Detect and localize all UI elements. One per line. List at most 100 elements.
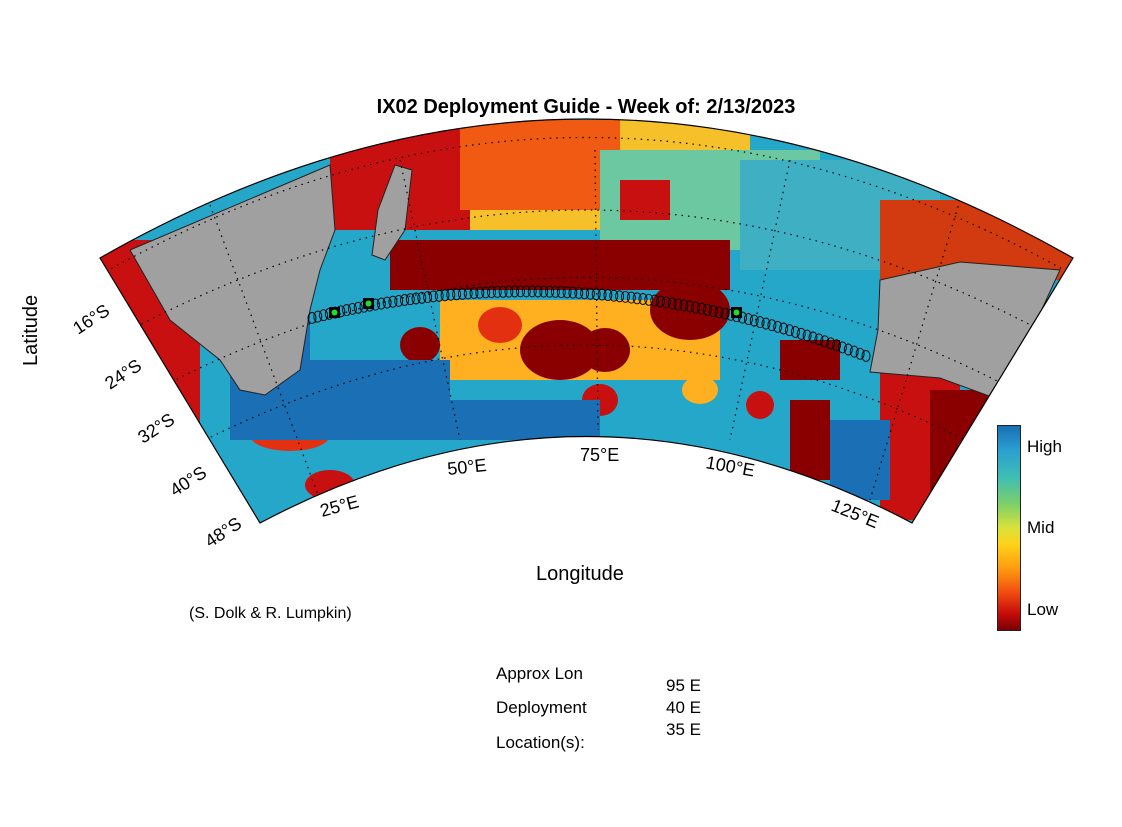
transect-circle (702, 303, 712, 316)
transect-circle (603, 289, 613, 302)
transect-circle (400, 294, 409, 306)
transect-circle (319, 309, 328, 322)
transect-circle (585, 287, 595, 300)
lat-tick-40s: 40°S (166, 462, 210, 500)
transect-circle (428, 290, 438, 303)
transect-circle (644, 293, 654, 306)
transect-circle (446, 288, 456, 301)
transect-circle (720, 307, 730, 320)
transect-circle (574, 286, 584, 299)
transect-circle (388, 295, 398, 308)
transect-circle (510, 285, 520, 298)
lon-tick-75e: 75°E (580, 445, 619, 465)
transect-circle (615, 290, 625, 303)
transect-circle (650, 294, 660, 307)
transect-circle (743, 313, 753, 326)
transect-circle (434, 289, 444, 302)
transect-circle (708, 305, 718, 317)
colorbar-high-label: High (1027, 437, 1062, 456)
transect-circle (487, 286, 496, 299)
deployment-value-1: 95 E (666, 676, 701, 695)
transect-circles (307, 285, 871, 362)
transect-circle (463, 287, 473, 300)
transect-circle (808, 331, 818, 344)
transect-circle (790, 326, 800, 338)
x-axis-label: Longitude (536, 563, 624, 585)
transect-circle (347, 302, 357, 315)
transect-circle (632, 292, 642, 305)
transect-circle (814, 333, 824, 346)
transect-circle (568, 286, 578, 299)
transect-circle (826, 337, 836, 350)
transect-circle (481, 286, 491, 299)
transect-circle (714, 306, 724, 319)
transect-circle (411, 292, 421, 305)
transect-circle (773, 320, 783, 333)
lat-tick-24s: 24°S (101, 355, 145, 393)
transect-circle (394, 294, 404, 307)
transect-circle (861, 350, 871, 362)
transect-circle (785, 324, 794, 337)
transect-circle (504, 285, 514, 298)
transect-circle (697, 302, 706, 315)
transect-circle (469, 287, 479, 299)
transect-circle (452, 288, 462, 301)
lat-tick-16s: 16°S (69, 300, 113, 338)
transect-circle (550, 285, 560, 298)
transect-circle (667, 297, 677, 310)
africa-landmass (129, 164, 336, 396)
transect-circle (516, 285, 525, 298)
deployment-label-line2: Deployment (496, 698, 587, 717)
transect-circle (597, 288, 607, 301)
credit-text: (S. Dolk & R. Lumpkin) (189, 605, 352, 622)
map-title: IX02 Deployment Guide - Week of: 2/13/20… (376, 96, 796, 118)
transect-circle (691, 301, 701, 314)
transect-circle (440, 289, 450, 302)
transect-circle (539, 285, 549, 298)
transect-circle (620, 290, 630, 303)
transect-circle (382, 296, 392, 309)
colorbar-low-label: Low (1027, 600, 1059, 619)
lon-tick-25e: 25°E (318, 491, 361, 520)
lat-tick-48s: 48°S (201, 513, 245, 551)
map-frame (99, 118, 1074, 524)
deployment-value-3: 35 E (666, 720, 701, 739)
marker-40e-dot (365, 300, 372, 307)
transect-circle (533, 285, 543, 298)
transect-circle (837, 341, 847, 354)
transect-circle (767, 319, 777, 332)
transect-circle (802, 329, 812, 342)
transect-circle (673, 298, 683, 311)
transect-circle (562, 286, 572, 299)
transect-circle (843, 343, 853, 356)
transect-circle (591, 288, 601, 301)
deployment-label-line3: Location(s): (496, 733, 585, 752)
transect-circle (353, 301, 363, 314)
lat-tick-32s: 32°S (134, 409, 178, 447)
transect-circle (580, 287, 590, 300)
transect-circle (405, 293, 415, 306)
deployment-value-2: 40 E (666, 698, 701, 717)
transect-circle (313, 310, 323, 323)
transect-circle (556, 286, 566, 299)
transect-circle (755, 316, 765, 329)
transect-circle (492, 285, 502, 298)
transect-circle (656, 295, 665, 308)
deployment-markers (329, 298, 742, 318)
colorbar (997, 425, 1021, 631)
transect-circle (545, 285, 555, 298)
transect-circle (832, 339, 841, 352)
transect-circle (749, 314, 759, 327)
transect-circle (457, 287, 467, 300)
transect-circle (661, 296, 671, 309)
y-axis-label: Latitude (20, 294, 42, 366)
marker-35e-dot (331, 309, 338, 316)
transect-circle (638, 293, 648, 305)
colorbar-mid-label: Mid (1027, 518, 1055, 537)
transect-circle (779, 322, 789, 335)
transect-circle (626, 291, 636, 304)
transect-circle (761, 317, 771, 330)
transect-circle (498, 285, 508, 298)
lon-tick-50e: 50°E (446, 455, 487, 479)
